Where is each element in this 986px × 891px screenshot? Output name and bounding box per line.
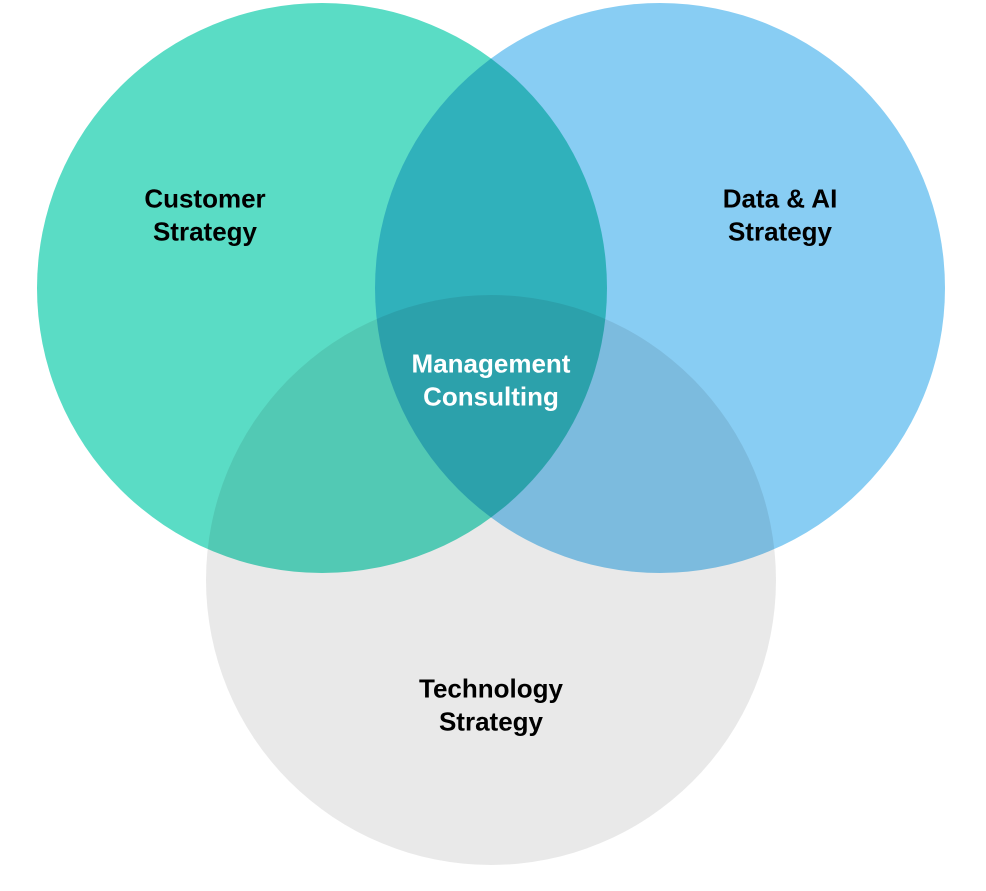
label-data-ai: Data & AI Strategy	[650, 183, 910, 248]
label-technology: Technology Strategy	[361, 673, 621, 738]
circle-data-ai	[375, 3, 945, 573]
label-customer: Customer Strategy	[75, 183, 335, 248]
venn-diagram: Customer Strategy Data & AI Strategy Tec…	[0, 0, 986, 891]
label-center: Management Consulting	[361, 348, 621, 413]
